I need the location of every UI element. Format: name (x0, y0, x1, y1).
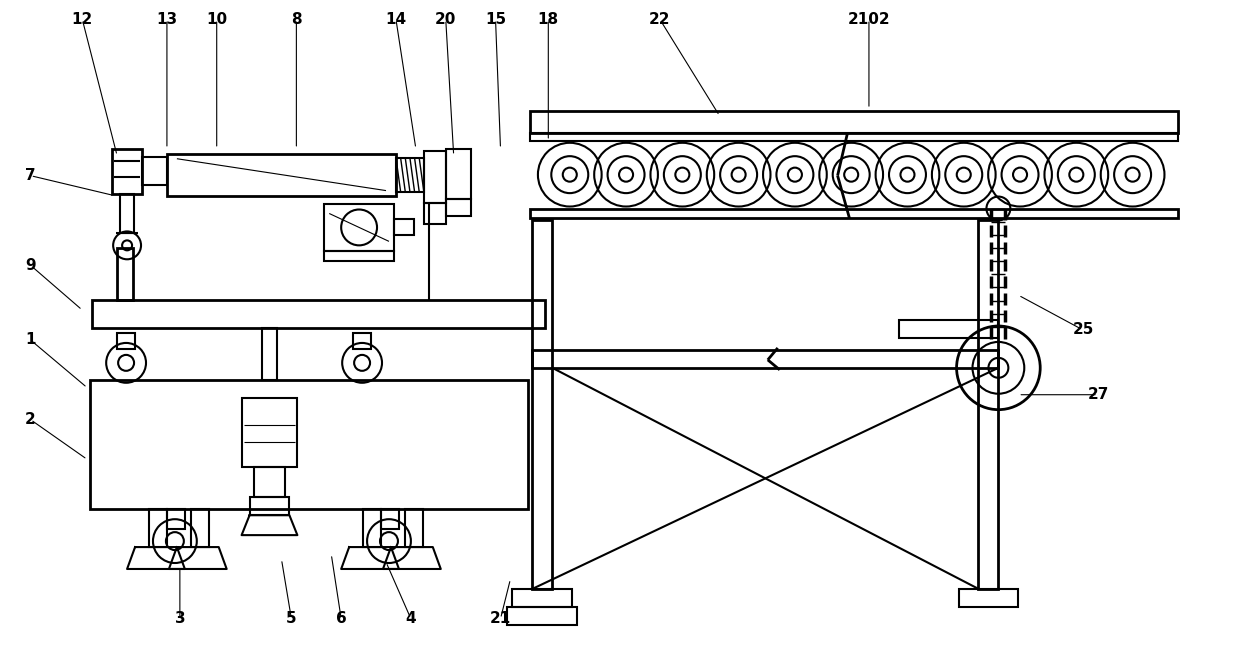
Bar (381, 509, 399, 529)
Bar (92, 300, 546, 328)
Bar (531, 133, 1178, 141)
Bar (363, 509, 381, 547)
Text: 2102: 2102 (848, 12, 890, 27)
Bar (507, 607, 577, 625)
Bar (117, 333, 135, 349)
Bar (191, 509, 208, 547)
Bar (353, 333, 371, 349)
Bar (149, 509, 167, 547)
Bar (143, 157, 167, 185)
Text: 22: 22 (649, 12, 671, 27)
Text: 1: 1 (25, 332, 36, 348)
Text: 20: 20 (435, 12, 456, 27)
Bar (324, 252, 394, 261)
Bar (396, 158, 424, 192)
Bar (91, 380, 528, 509)
Text: 2: 2 (25, 412, 36, 427)
Text: 10: 10 (206, 12, 227, 27)
Text: 21: 21 (490, 611, 511, 626)
Bar (532, 350, 998, 368)
Text: 7: 7 (25, 168, 36, 183)
Bar (117, 248, 133, 300)
Text: 27: 27 (1087, 387, 1109, 402)
Bar (167, 154, 396, 196)
Bar (167, 509, 185, 529)
Bar (120, 194, 134, 233)
Bar (512, 589, 572, 607)
Text: 13: 13 (156, 12, 177, 27)
Text: 4: 4 (405, 611, 417, 626)
Text: 8: 8 (291, 12, 301, 27)
Bar (242, 397, 298, 467)
Text: 5: 5 (286, 611, 296, 626)
Bar (959, 589, 1018, 607)
Text: 25: 25 (1073, 323, 1094, 338)
Bar (531, 208, 1178, 219)
Bar (394, 219, 414, 235)
Bar (532, 221, 552, 589)
Bar (899, 320, 998, 338)
Bar (978, 221, 998, 589)
Bar (424, 150, 445, 202)
Text: 6: 6 (336, 611, 346, 626)
Bar (531, 111, 1178, 133)
Bar (405, 509, 423, 547)
Text: 3: 3 (175, 611, 185, 626)
Bar (112, 148, 143, 194)
Bar (262, 328, 278, 380)
Bar (249, 497, 289, 515)
Bar (324, 204, 394, 252)
Text: 14: 14 (386, 12, 407, 27)
Text: 15: 15 (485, 12, 506, 27)
Bar (445, 198, 471, 216)
Text: 18: 18 (538, 12, 559, 27)
Text: 12: 12 (72, 12, 93, 27)
Text: 9: 9 (25, 258, 36, 273)
Bar (253, 467, 285, 497)
Bar (445, 148, 471, 198)
Bar (424, 202, 445, 225)
